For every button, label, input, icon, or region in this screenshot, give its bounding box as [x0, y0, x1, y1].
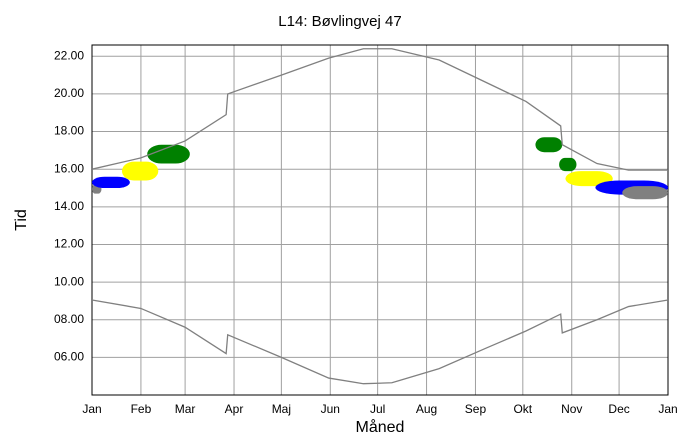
x-tick-label: Apr: [225, 402, 244, 416]
y-tick-label: 16.00: [54, 161, 84, 175]
x-tick-label: Sep: [465, 402, 487, 416]
y-axis-title: Tid: [13, 209, 30, 231]
y-tick-label: 20.00: [54, 86, 84, 100]
x-tick-label: Aug: [416, 402, 437, 416]
x-tick-label: Nov: [561, 402, 582, 416]
x-tick-label: Jul: [370, 402, 385, 416]
shadow-area: [92, 176, 130, 189]
shadow-area: [622, 186, 668, 200]
x-tick-label: Jun: [321, 402, 340, 416]
shadow-area: [121, 161, 159, 181]
x-axis-title: Måned: [356, 418, 405, 436]
shadow-area: [535, 137, 563, 153]
y-tick-label: 18.00: [54, 124, 84, 138]
y-tick-label: 06.00: [54, 350, 84, 364]
y-tick-label: 22.00: [54, 48, 84, 62]
x-tick-label: Feb: [131, 402, 152, 416]
shadow-area: [559, 157, 577, 172]
y-tick-label: 10.00: [54, 274, 84, 288]
y-tick-label: 08.00: [54, 312, 84, 326]
chart-title: L14: Bøvlingvej 47: [278, 13, 401, 30]
x-tick-label: Mar: [175, 402, 196, 416]
line: [91, 299, 669, 385]
x-tick-label: Maj: [272, 402, 291, 416]
x-tick-label: Okt: [513, 402, 532, 416]
x-tick-label: Jan: [82, 402, 101, 416]
x-tick-label: Dec: [608, 402, 629, 416]
shadow-area: [147, 144, 190, 164]
x-tick-label: Jan: [658, 402, 677, 416]
line: [91, 48, 668, 171]
plot-frame: [91, 44, 669, 396]
y-tick-label: 12.00: [54, 237, 84, 251]
shadow-area: [565, 171, 613, 187]
y-tick-label: 14.00: [54, 199, 84, 213]
